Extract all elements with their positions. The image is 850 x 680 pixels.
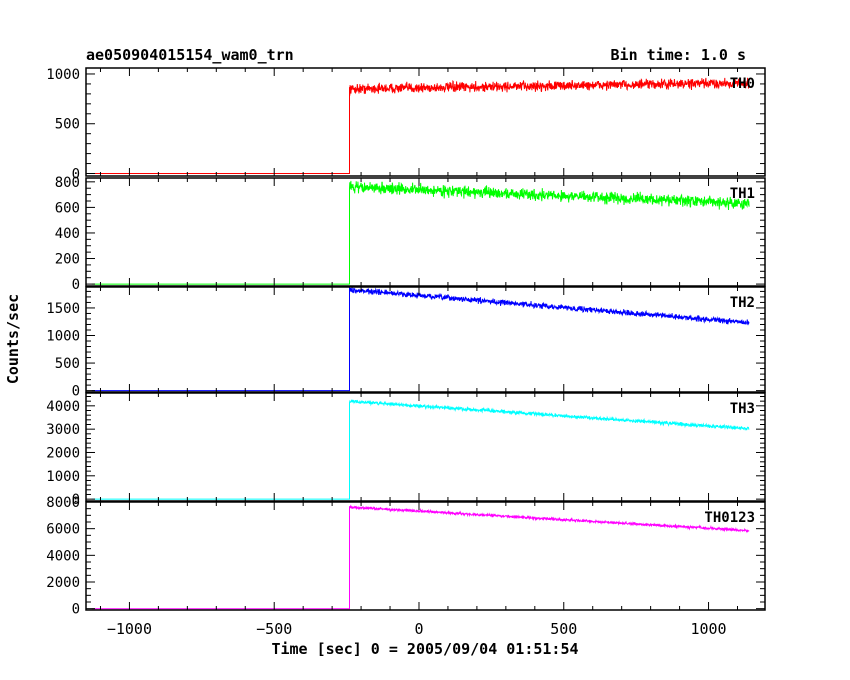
series-line-th1 xyxy=(91,180,750,285)
x-tick-label: −1000 xyxy=(107,620,152,638)
y-tick-label: 8000 xyxy=(46,495,80,511)
panel-frame xyxy=(85,501,766,611)
chart-title: ae050904015154_wam0_trn xyxy=(86,46,294,64)
y-tick-label: 2000 xyxy=(46,575,80,591)
x-tick-label: 1000 xyxy=(690,620,726,638)
y-tick-label: 0 xyxy=(72,492,80,508)
series-label-th0123: TH0123 xyxy=(704,510,755,526)
x-tick-label: 0 xyxy=(414,620,423,638)
y-tick-label: 0 xyxy=(72,167,80,183)
y-tick-label: 0 xyxy=(72,602,80,618)
y-tick-label: 600 xyxy=(55,200,80,216)
panel-th2: 0 500 1000 1500 TH2 xyxy=(46,286,766,400)
y-tick-label: 0 xyxy=(72,384,80,400)
panel-th3: 0 1000 2000 3000 4000 TH3 xyxy=(46,392,766,508)
series-line-th0 xyxy=(91,77,750,174)
y-tick-label: 1000 xyxy=(46,67,80,83)
series-label-th3: TH3 xyxy=(730,401,755,417)
x-tick-labels: −1000 −500 0 500 1000 xyxy=(107,620,727,638)
series-label-th0: TH0 xyxy=(730,76,755,92)
panels-group: 0 500 1000 TH0 0 200 400 600 800 TH1 0 500 1000 1500 T… xyxy=(46,67,766,618)
series-label-th2: TH2 xyxy=(730,295,755,311)
y-tick-label: 4000 xyxy=(46,548,80,564)
x-axis-label: Time [sec] 0 = 2005/09/04 01:51:54 xyxy=(271,640,578,658)
panel-frame xyxy=(85,286,766,393)
y-tick-label: 4000 xyxy=(46,399,80,415)
y-tick-label: 500 xyxy=(55,356,80,372)
y-tick-label: 2000 xyxy=(46,445,80,461)
series-line-th2 xyxy=(91,287,750,392)
x-tick-label: 500 xyxy=(550,620,577,638)
y-tick-label: 1500 xyxy=(46,301,80,317)
y-tick-label: 1000 xyxy=(46,329,80,345)
x-tick-label: −500 xyxy=(256,620,292,638)
series-label-th1: TH1 xyxy=(730,186,755,202)
y-tick-label: 0 xyxy=(72,277,80,293)
y-tick-label: 3000 xyxy=(46,422,80,438)
y-tick-label: 200 xyxy=(55,252,80,268)
series-line-th3 xyxy=(91,399,750,500)
y-tick-label: 500 xyxy=(55,117,80,133)
panel-frame xyxy=(85,67,766,177)
y-tick-label: 6000 xyxy=(46,522,80,538)
panel-th0123: 0 2000 4000 6000 8000 TH0123 xyxy=(46,495,766,618)
panel-th0: 0 500 1000 TH0 xyxy=(46,67,766,183)
panel-frame xyxy=(85,177,766,287)
y-axis-label: Counts/sec xyxy=(4,294,22,384)
series-line-th0123 xyxy=(91,504,750,610)
y-tick-label: 1000 xyxy=(46,469,80,485)
bin-time-label: Bin time: 1.0 s xyxy=(611,46,746,64)
y-tick-label: 800 xyxy=(55,175,80,191)
panel-frame xyxy=(85,392,766,502)
panel-th1: 0 200 400 600 800 TH1 xyxy=(55,175,766,293)
y-tick-label: 400 xyxy=(55,226,80,242)
